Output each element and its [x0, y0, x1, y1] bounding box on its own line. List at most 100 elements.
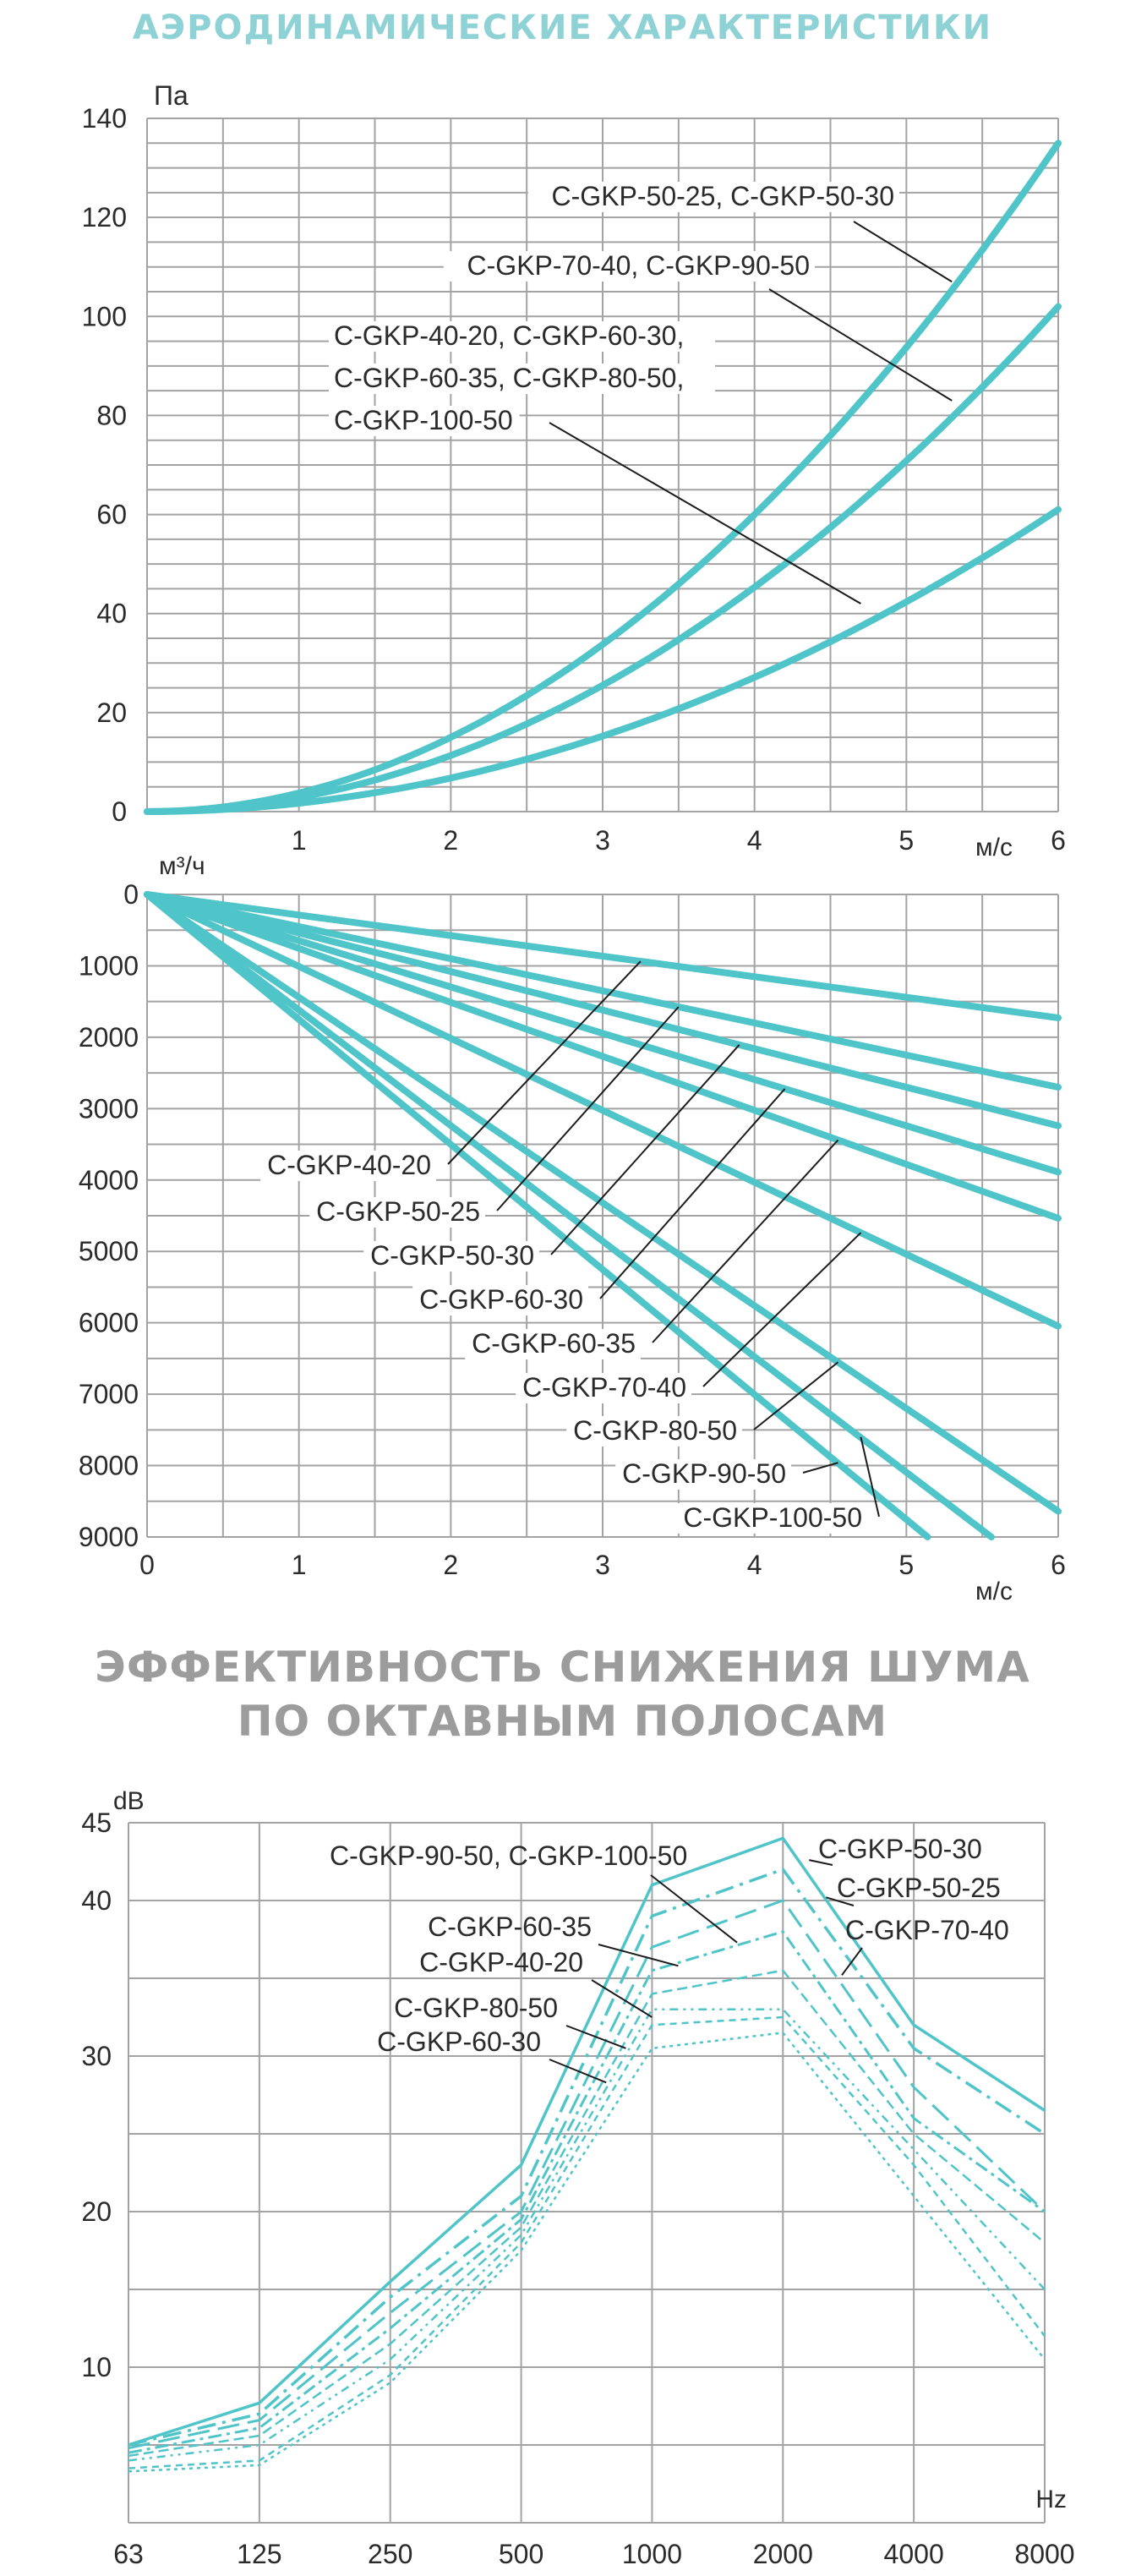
- airflow-line: [144, 891, 1062, 1176]
- x-tick-label: 5: [898, 825, 914, 856]
- curve-annotation-bg: [329, 406, 520, 436]
- x-axis-label: м/с: [975, 834, 1013, 861]
- x-tick-label: 4: [747, 825, 762, 856]
- curve-annotation-bg: [527, 182, 899, 212]
- series-annotation-text: C-GKP-40-20: [267, 1150, 431, 1180]
- y-tick-label: 10: [81, 2352, 112, 2382]
- x-tick-label: 250: [368, 2539, 412, 2569]
- noise-series-line: [128, 1930, 1046, 2454]
- annotation-leader: [753, 1361, 839, 1430]
- series-annotation: C-GKP-50-30: [363, 1240, 539, 1272]
- series-annotation-bg: [363, 1241, 539, 1272]
- curve-annotation-text: C-GKP-50-25, C-GKP-50-30: [552, 181, 894, 211]
- x-tick-label: 125: [237, 2539, 281, 2569]
- airflow-line: [144, 891, 1062, 1222]
- x-tick-label: 1: [292, 1550, 307, 1580]
- series-annotation-text: C-GKP-50-25: [316, 1196, 480, 1227]
- noise-series-line: [128, 1969, 1046, 2458]
- curve-annotation: C-GKP-70-40, C-GKP-90-50: [443, 250, 815, 282]
- annotation-leader: [650, 1874, 738, 1944]
- x-tick-label: 63: [113, 2539, 144, 2569]
- annotation-leader: [853, 221, 953, 283]
- annotation-leader: [447, 960, 642, 1165]
- y-tick-label: 100: [82, 301, 127, 331]
- series-annotation-bg: [676, 1503, 867, 1534]
- noise-annotation: C-GKP-50-25: [837, 1873, 1001, 1903]
- noise-annotation: C-GKP-80-50: [394, 1993, 558, 2023]
- pressure-grid: [146, 118, 1059, 812]
- y-tick-label: 30: [81, 2041, 112, 2071]
- x-tick-label: 4000: [884, 2539, 944, 2569]
- series-annotation-text: C-GKP-60-30: [419, 1284, 583, 1315]
- series-annotation-text: C-GKP-90-50: [622, 1458, 786, 1489]
- series-annotation: C-GKP-90-50: [615, 1458, 791, 1490]
- noise-annotation-text: C-GKP-90-50, C-GKP-100-50: [330, 1840, 687, 1871]
- noise-annotation-text: C-GKP-50-25: [837, 1873, 1001, 1903]
- x-tick-label: 0: [139, 1550, 155, 1580]
- x-tick-label: 6: [1051, 825, 1066, 856]
- curve-annotation-text: C-GKP-40-20, C-GKP-60-30,: [334, 320, 684, 351]
- noise-grid: [128, 1822, 1046, 2524]
- x-axis-label: Hz: [1035, 2486, 1067, 2513]
- curve-annotation-bg: [329, 364, 715, 394]
- y-tick-label: 20: [81, 2196, 112, 2227]
- series-annotation-bg: [412, 1285, 588, 1315]
- x-tick-label: 5: [898, 1550, 914, 1580]
- annotation-leader: [565, 2025, 626, 2049]
- pressure-chart: 0 20 40 60 80 100 120 140 1 2 3 4 5 6 Па м/с C-GKP-50-25…: [82, 80, 1066, 861]
- noise-annotation-text: C-GKP-70-40: [845, 1915, 1009, 1945]
- y-axis-label: м³/ч: [159, 852, 205, 880]
- noise-annotation-text: C-GKP-60-35: [428, 1911, 592, 1942]
- curve-annotation-text: C-GKP-60-35, C-GKP-80-50,: [334, 363, 684, 393]
- y-tick-label: 4000: [79, 1165, 139, 1195]
- noise-series-line: [128, 2008, 1046, 2462]
- y-tick-label: 0: [112, 796, 127, 827]
- noise-annotation: C-GKP-50-30: [818, 1834, 982, 1864]
- noise-annotation: C-GKP-60-35: [428, 1911, 592, 1942]
- annotation-leader: [826, 1896, 855, 1906]
- series-annotation-bg: [566, 1416, 742, 1447]
- y-tick-label: 20: [96, 697, 127, 728]
- x-tick-label: 1000: [622, 2539, 682, 2569]
- noise-series-line: [128, 2032, 1046, 2473]
- noise-annotation: C-GKP-90-50, C-GKP-100-50: [330, 1840, 687, 1871]
- annotation-leader: [860, 1436, 880, 1518]
- noise-chart-heading: ЭФФЕКТИВНОСТЬ СНИЖЕНИЯ ШУМА ПО ОКТАВНЫМ …: [0, 1640, 1125, 1748]
- airflow-line: [144, 891, 931, 1540]
- noise-annotation-text: C-GKP-80-50: [394, 1993, 558, 2023]
- airflow-line: [144, 891, 1062, 1021]
- y-tick-label: 2000: [79, 1022, 139, 1053]
- x-tick-label: 1: [292, 825, 307, 856]
- x-tick-label: 3: [595, 825, 610, 856]
- y-tick-label: 80: [96, 400, 127, 430]
- curve-annotation-bg: [443, 251, 815, 282]
- annotation-leader: [550, 1044, 740, 1255]
- annotation-leader: [496, 1006, 680, 1211]
- series-annotation-bg: [615, 1459, 791, 1490]
- y-tick-label: 8000: [79, 1451, 139, 1481]
- series-annotation: C-GKP-70-40: [516, 1372, 691, 1403]
- y-tick-label: 1000: [79, 950, 139, 981]
- y-tick-label: 45: [81, 1808, 112, 1838]
- noise-annotation: C-GKP-60-30: [377, 2026, 541, 2057]
- noise-series-line: [128, 1899, 1046, 2450]
- noise-series-line: [128, 1868, 1046, 2447]
- airflow-line: [144, 891, 1062, 1091]
- noise-heading-line-2: ПО ОКТАВНЫМ ПОЛОСАМ: [237, 1697, 888, 1746]
- annotation-leader: [549, 2059, 607, 2084]
- airflow-line: [144, 891, 1062, 1129]
- y-axis-label: dB: [113, 1787, 145, 1815]
- annotation-leader: [549, 422, 861, 604]
- annotation-leader: [652, 1139, 839, 1343]
- annotation-leader: [598, 1944, 679, 1967]
- curve-annotation-text: C-GKP-100-50: [334, 405, 513, 435]
- noise-annotation: C-GKP-70-40: [845, 1915, 1009, 1945]
- x-tick-label: 6: [1051, 1550, 1066, 1580]
- y-tick-label: 40: [96, 599, 127, 629]
- y-tick-label: 3000: [79, 1093, 139, 1124]
- aero-chart-heading: АЭРОДИНАМИЧЕСКИЕ ХАРАКТЕРИСТИКИ: [132, 8, 993, 47]
- series-annotation-bg: [465, 1329, 641, 1359]
- x-tick-label: 2: [443, 1550, 458, 1580]
- series-annotation-text: C-GKP-50-30: [370, 1240, 534, 1271]
